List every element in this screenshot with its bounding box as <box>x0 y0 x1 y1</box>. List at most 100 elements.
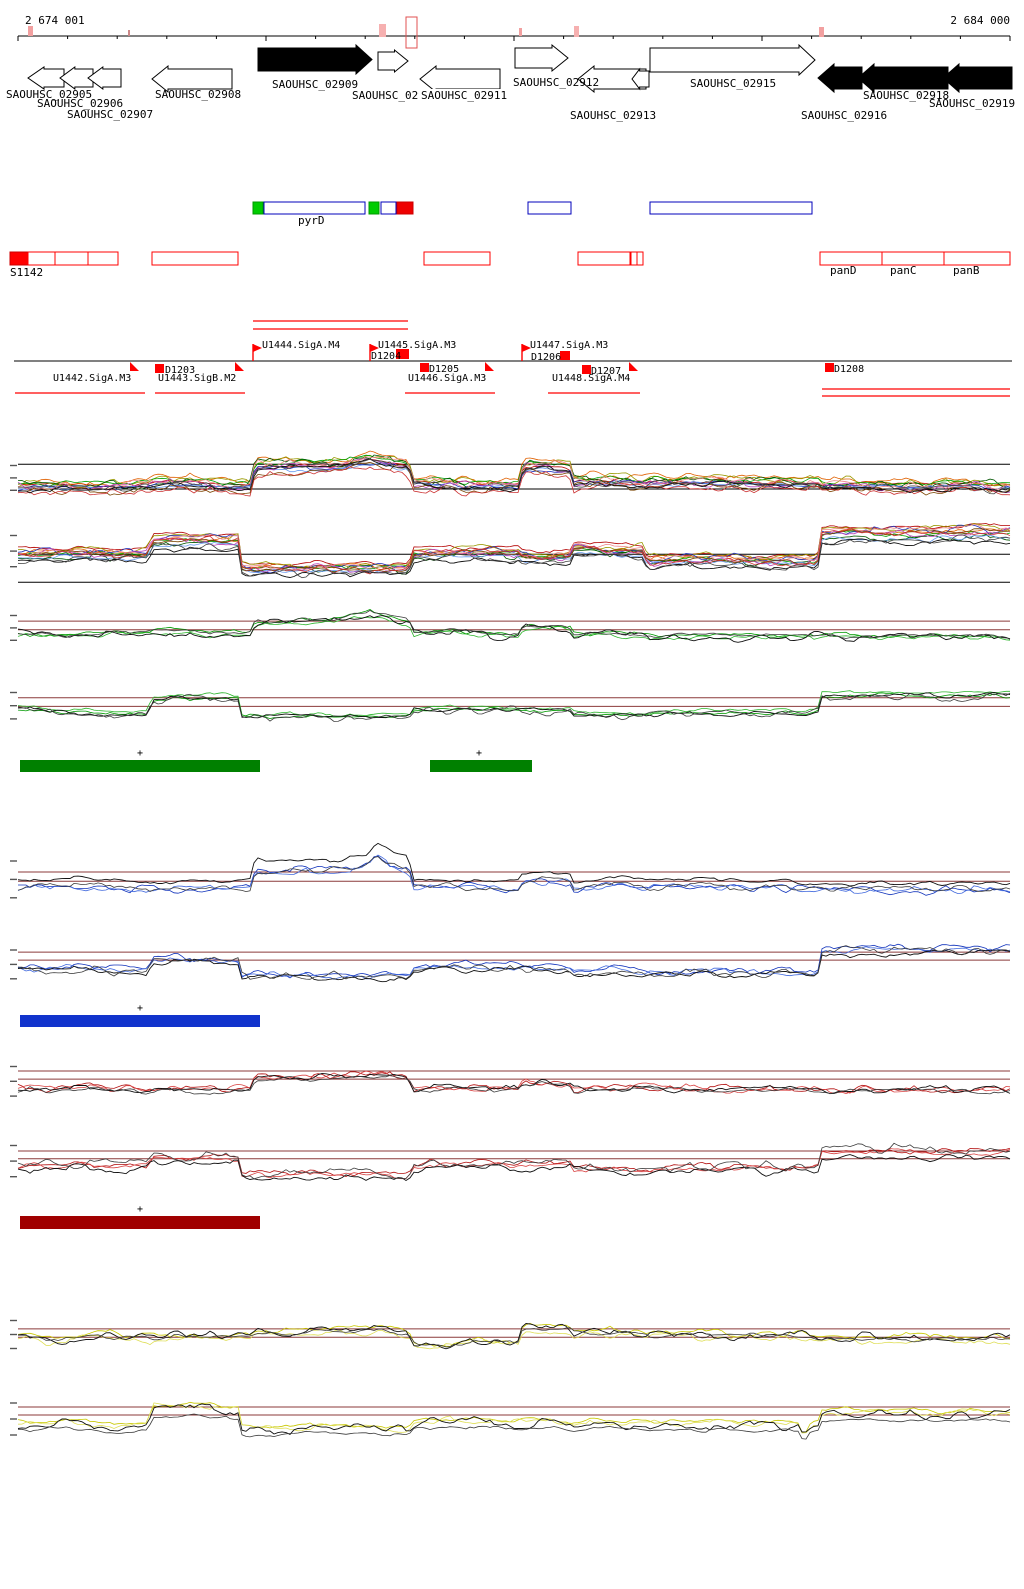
track-signal-line <box>17 1148 1011 1180</box>
operon-box <box>396 201 414 215</box>
gene-label: SAOUHSC_02905 <box>6 88 92 101</box>
track-signal-line <box>17 534 1011 574</box>
tu-d-label: D1205 <box>429 364 459 375</box>
srna-label: panB <box>953 264 980 277</box>
tu-d-box <box>560 351 570 360</box>
track-signal-line <box>17 538 1011 578</box>
gene-arrow-SAOUHSC_02912 <box>514 43 569 73</box>
tu-d-label: D1204 <box>371 351 401 362</box>
track-signal-line <box>17 615 1011 643</box>
gene-arrow-SAOUHSC_02915 <box>649 43 816 77</box>
track-4 <box>10 690 1011 722</box>
track-signal-line <box>17 1147 1011 1178</box>
gene-arrow-SAOUHSC_02916 <box>817 62 863 94</box>
srna-box <box>577 251 631 266</box>
track-signal-line <box>17 1403 1011 1435</box>
segment-bar-strand-label: + <box>137 1003 143 1014</box>
track-1 <box>10 450 1011 497</box>
tu-u-label: U1448.SigA.M4 <box>552 373 630 384</box>
gene-arrow-SAOUHSC_02906 <box>59 66 94 90</box>
tu-d-label: D1203 <box>165 365 195 376</box>
track-signal-line <box>17 456 1011 491</box>
tu-u-flag-icon <box>485 362 494 371</box>
transcription-unit-row: U1444.SigA.M4 U1445.SigA.M3 U1447.SigA.M3D… <box>14 320 1012 397</box>
operon-label: pyrD <box>298 214 325 227</box>
track-signal-line <box>17 608 1011 640</box>
track-signal-line <box>17 534 1011 579</box>
ruler-mark <box>379 24 386 37</box>
track-signal-line <box>17 1074 1011 1095</box>
tu-d-box <box>396 349 409 359</box>
gene-label: SAOUHSC_02911 <box>421 89 507 102</box>
gene-arrow-SAOUHSC_02907 <box>87 66 122 90</box>
tu-u-label: U1446.SigA.M3 <box>408 373 486 384</box>
srna-box <box>27 251 56 266</box>
operon-box <box>368 201 380 215</box>
track-signal-line <box>17 946 1011 980</box>
track-signal-line <box>17 842 1011 887</box>
tu-d-box <box>825 363 834 372</box>
gene-label: SAOUHSC_02908 <box>155 88 241 101</box>
segment-bars: + + + + <box>20 748 532 1229</box>
gene-label: SAOUHSC_02919 <box>929 97 1015 110</box>
gene-arrow-SAOUHSC_02909 <box>257 43 373 76</box>
track-signal-line <box>17 854 1011 895</box>
track-signal-line <box>17 691 1011 719</box>
gene-label: SAOUHSC_02909 <box>272 78 358 91</box>
gene-label-bg <box>419 89 509 101</box>
track-signal-line <box>17 949 1011 983</box>
ruler-mark <box>574 26 579 37</box>
gene-arrow-SAOUHSC_02918 <box>857 62 949 94</box>
track-signal-line <box>17 450 1011 487</box>
tu-u-flag-icon <box>629 362 638 371</box>
track-signal-line <box>17 534 1011 575</box>
track-signal-line <box>17 1323 1011 1350</box>
ruler-end-label: 2 684 000 <box>950 14 1010 27</box>
srna-box <box>9 251 29 266</box>
track-signal-line <box>18 523 1010 567</box>
operon-box <box>649 201 813 215</box>
track-signal-line <box>17 1071 1011 1094</box>
gene-arrow-SAOUHSC_02908 <box>151 64 233 94</box>
ruler-mark <box>819 27 824 37</box>
gene-arrow-SAOUHSC_02905 <box>27 66 65 90</box>
ruler-start-label: 2 674 001 <box>25 14 85 27</box>
gene-label: SAOUHSC_02912 <box>513 76 599 89</box>
track-signal-line <box>17 1401 1011 1433</box>
segment-bar-strand-label: + <box>476 748 482 759</box>
operon-box <box>263 201 366 215</box>
gene-arrow-SAOUHSC_02919 <box>942 62 1013 94</box>
track-signal-line <box>18 945 1011 980</box>
operon-box <box>527 201 572 215</box>
expression-signal-tracks <box>10 450 1011 1440</box>
track-signal-line <box>18 458 1011 495</box>
track-signal-line <box>17 1142 1011 1180</box>
tu-u-flag-icon <box>130 362 139 371</box>
track-signal-line <box>17 1073 1011 1095</box>
track-10 <box>10 1401 1011 1440</box>
gene-label: SAOUHSC_02913 <box>570 109 656 122</box>
gene-annotation-track: SAOUHSC_02905SAOUHSC_02906SAOUHSC_02907S… <box>6 43 1015 122</box>
track-signal-line <box>17 609 1011 639</box>
tu-d-label: D1206 <box>531 352 561 363</box>
track-signal-line <box>17 1070 1011 1095</box>
gene-label: SAOUHSC_02918 <box>863 89 949 102</box>
srna-box <box>151 251 239 266</box>
gene-label: SAOUHSC_02916 <box>801 109 887 122</box>
segment-bar-strand-label: + <box>137 748 143 759</box>
srna-box <box>87 251 119 266</box>
tu-up-flag-icon <box>370 344 379 352</box>
track-9 <box>10 1319 1011 1350</box>
segment-bar <box>20 1216 260 1229</box>
tu-up-flag-label: U1444.SigA.M4 <box>262 340 340 351</box>
gene-label: SAOUHSC_02907 <box>67 108 153 121</box>
track-5 <box>10 842 1011 899</box>
track-signal-line <box>18 1327 1011 1348</box>
gene-label: SAOUHSC_02910 <box>352 89 438 102</box>
tu-up-flag-label: U1445.SigA.M3 <box>378 340 456 351</box>
track-2 <box>10 523 1011 583</box>
segment-bar <box>20 1015 260 1027</box>
srna-box <box>636 251 644 266</box>
tu-d-box <box>420 363 429 372</box>
